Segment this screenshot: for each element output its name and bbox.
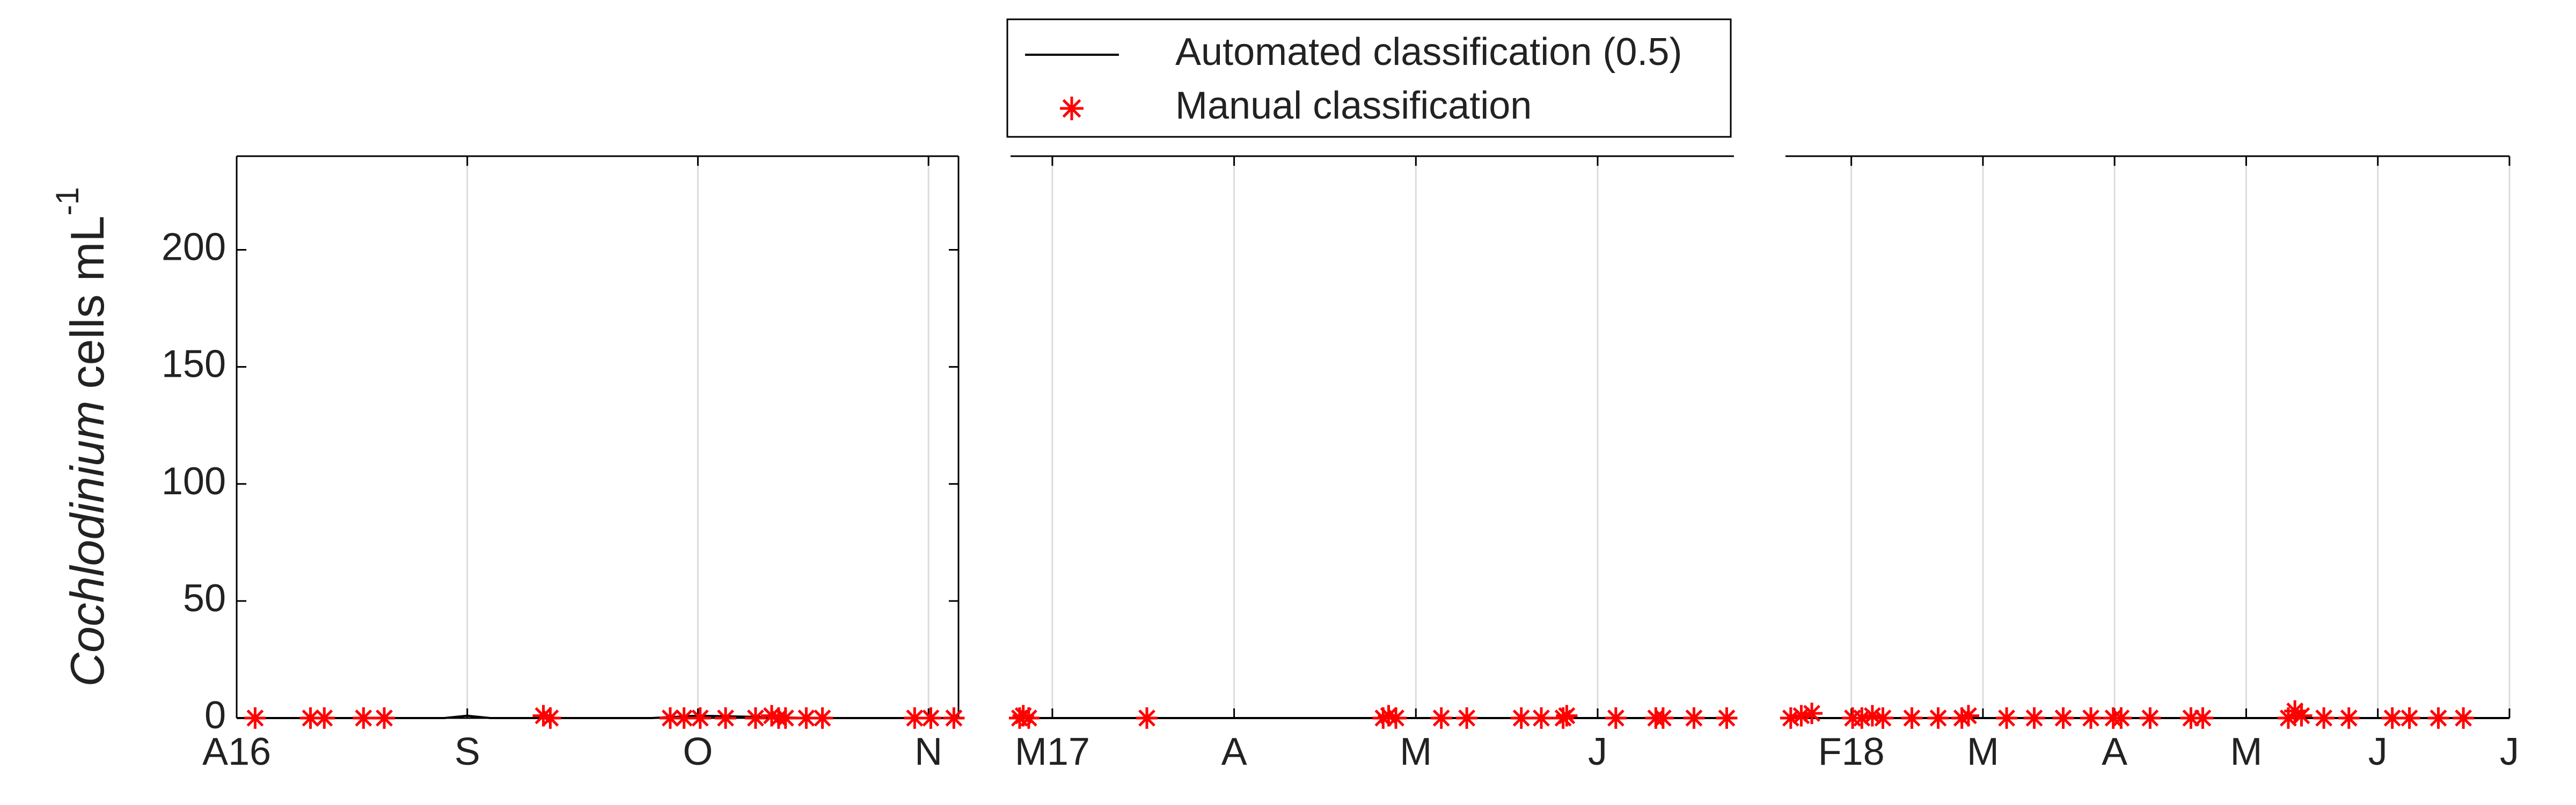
manual-point	[2180, 707, 2202, 729]
y-label-text: cells mL	[61, 216, 114, 389]
manual-point	[1716, 707, 1738, 729]
y-tick-label: 0	[204, 694, 226, 737]
y-tick-label: 150	[162, 343, 226, 386]
manual-point	[2313, 707, 2335, 729]
manual-point	[1430, 707, 1452, 729]
x-tick-label: O	[683, 730, 713, 773]
y-label-italic: Cochlodinium	[61, 400, 114, 686]
manual-point	[1901, 707, 1923, 729]
automated-line	[237, 714, 958, 719]
x-tick-label: F18	[1818, 730, 1885, 773]
x-tick-label: A	[2102, 730, 2127, 773]
manual-point	[1957, 705, 1979, 727]
x-tick-label: S	[455, 730, 480, 773]
manual-point	[299, 707, 321, 729]
manual-point	[2290, 705, 2312, 727]
manual-point	[1012, 705, 1034, 727]
x-tick-label: J	[2368, 730, 2388, 773]
manual-point	[2427, 707, 2449, 729]
manual-point	[744, 707, 766, 729]
manual-point	[2192, 707, 2214, 729]
y-tick-label: 50	[183, 577, 226, 620]
manual-point	[795, 707, 817, 729]
manual-point	[2023, 707, 2045, 729]
manual-point	[774, 707, 796, 729]
x-tick-label: J	[2500, 730, 2519, 773]
manual-point	[1683, 707, 1705, 729]
manual-point	[1801, 702, 1823, 724]
x-tick-label: M	[1967, 730, 1999, 773]
manual-point	[539, 707, 561, 729]
manual-point	[920, 707, 942, 729]
manual-point	[1790, 705, 1812, 727]
manual-point	[1605, 707, 1627, 729]
manual-point	[1385, 707, 1407, 729]
manual-point	[1851, 707, 1873, 729]
manual-point	[659, 707, 681, 729]
manual-point	[2139, 707, 2161, 729]
manual-point	[1530, 707, 1552, 729]
manual-point	[2338, 707, 2360, 729]
manual-point	[943, 707, 965, 729]
manual-point	[532, 705, 554, 727]
y-axis-label: Cochlodinium cells mL-1	[49, 187, 114, 686]
manual-point	[1372, 707, 1394, 729]
manual-point	[760, 705, 782, 727]
y-tick-label: 200	[162, 226, 226, 269]
manual-point	[1556, 705, 1578, 727]
manual-point	[374, 707, 396, 729]
manual-point	[811, 707, 833, 729]
manual-point	[353, 707, 375, 729]
manual-point	[1136, 707, 1158, 729]
manual-point	[1872, 707, 1894, 729]
x-tick-label: J	[1588, 730, 1607, 773]
manual-point	[1652, 707, 1674, 729]
manual-point	[1456, 707, 1478, 729]
manual-point	[1951, 707, 1973, 729]
manual-point	[2453, 707, 2475, 729]
legend-label: Automated classification (0.5)	[1175, 31, 1682, 74]
manual-point	[2110, 707, 2132, 729]
x-tick-label: N	[914, 730, 942, 773]
manual-point	[313, 707, 335, 729]
x-tick-label: A16	[202, 730, 271, 773]
x-tick-label: M	[1400, 730, 1432, 773]
manual-point	[2080, 707, 2102, 729]
y-tick-label: 100	[162, 460, 226, 503]
legend-label: Manual classification	[1175, 84, 1532, 127]
manual-point	[1996, 707, 2018, 729]
manual-point	[1927, 707, 1949, 729]
manual-point	[1510, 707, 1532, 729]
manual-point	[1780, 707, 1802, 729]
x-tick-label: A	[1221, 730, 1247, 773]
legend-marker	[1060, 97, 1084, 120]
x-tick-label: M	[2230, 730, 2262, 773]
manual-point	[1378, 705, 1400, 727]
manual-point	[904, 707, 926, 729]
manual-point	[244, 707, 266, 729]
manual-point	[2381, 707, 2403, 729]
manual-point	[2052, 707, 2074, 729]
manual-point	[689, 707, 711, 729]
manual-point	[1861, 705, 1883, 727]
manual-point	[1018, 707, 1040, 729]
y-label-sup: -1	[49, 187, 85, 215]
manual-point	[673, 707, 695, 729]
manual-point	[714, 707, 736, 729]
x-tick-label: M17	[1015, 730, 1090, 773]
legend-box	[1006, 18, 1732, 138]
manual-point	[2398, 707, 2420, 729]
